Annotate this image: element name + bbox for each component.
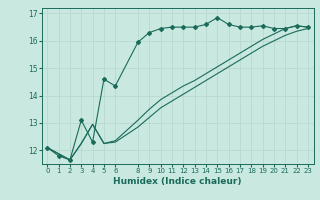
X-axis label: Humidex (Indice chaleur): Humidex (Indice chaleur): [113, 177, 242, 186]
